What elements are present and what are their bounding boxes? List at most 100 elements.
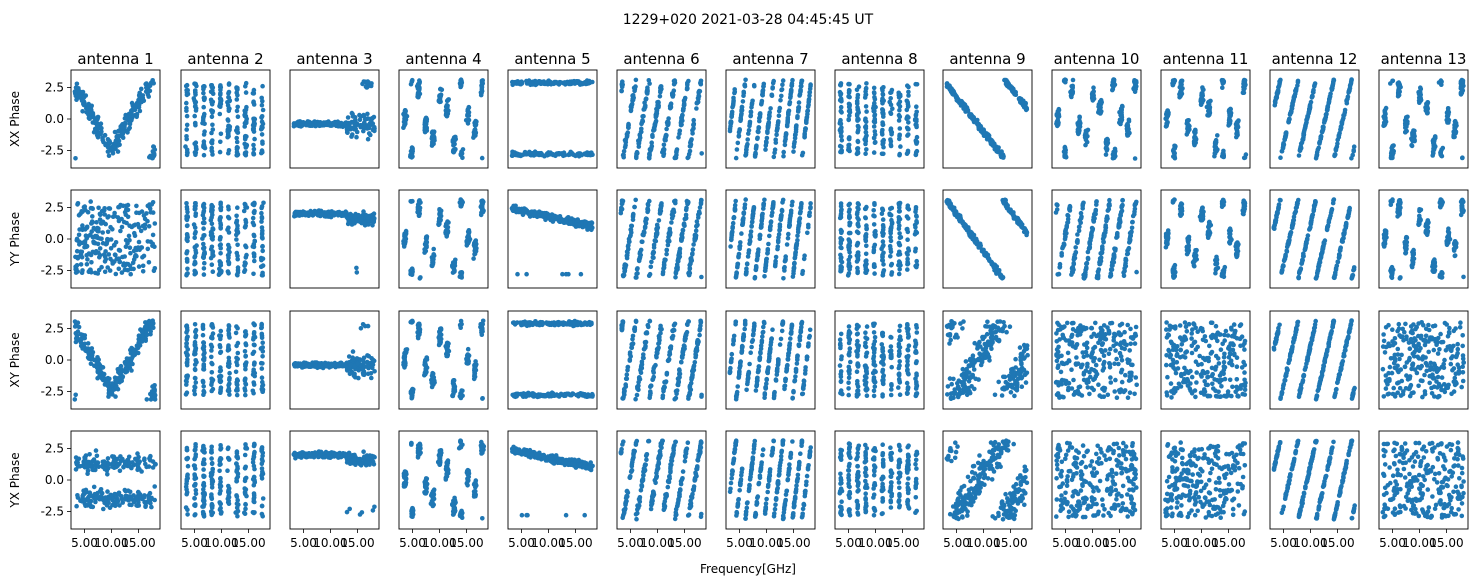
data-point [1293,88,1298,94]
data-point [912,118,918,123]
data-point [512,80,517,85]
data-point [201,104,206,110]
data-point [1185,129,1191,135]
data-point [739,104,745,110]
data-point [88,252,94,258]
data-point [558,80,563,85]
data-point [1273,96,1279,102]
data-point [108,224,113,230]
data-point [1321,124,1326,130]
data-point [896,112,902,118]
data-point [697,205,703,210]
data-point [95,225,100,231]
data-point [1164,121,1170,126]
data-point [323,210,329,215]
scatter-series [184,200,266,278]
data-point [301,210,307,216]
data-point [73,93,79,99]
data-point [458,82,464,88]
data-point [1323,112,1329,117]
data-point [1240,90,1246,96]
data-point [1460,88,1466,93]
data-point [471,135,476,140]
data-point [99,125,104,131]
data-point [225,118,231,123]
data-point [1395,93,1401,99]
data-point [76,213,82,218]
data-point [1403,130,1408,135]
data-point [568,220,573,225]
data-point [1076,128,1081,134]
data-point [906,120,911,125]
data-point [1322,117,1328,122]
data-point [1077,115,1082,120]
data-point [145,246,151,252]
data-point [84,110,89,115]
data-point [1172,151,1177,156]
scatter-series [183,80,266,158]
data-point [664,247,670,253]
subplot-r2-c5 [507,189,598,289]
data-point [120,254,125,260]
data-point [218,131,224,137]
data-point [93,118,98,123]
data-point [656,218,662,223]
data-point [968,114,973,119]
data-point [259,102,265,108]
data-point [226,123,231,129]
data-point [443,112,449,118]
data-point [145,92,151,97]
data-point [640,114,645,119]
data-point [354,129,360,135]
data-point [1134,80,1139,86]
data-point [734,147,740,152]
data-point [897,126,903,131]
data-point [672,78,678,83]
data-point [192,253,198,259]
data-point [192,204,198,209]
data-point [1381,114,1386,119]
data-point [766,122,771,128]
data-point [995,145,1000,151]
data-point [694,100,700,106]
data-point [81,94,87,100]
data-point [209,108,214,113]
data-point [944,81,950,87]
data-point [1241,155,1247,161]
data-point [217,149,223,155]
data-point [1185,122,1191,128]
data-point [361,209,366,214]
data-point [350,132,355,137]
data-point [534,79,540,85]
data-point [583,152,589,157]
data-point [561,150,567,155]
data-point [243,90,249,95]
data-point [767,110,772,115]
data-point [479,86,485,92]
data-point [200,236,205,241]
data-point [352,221,357,226]
data-point [620,153,626,158]
data-point [872,129,878,134]
data-point [650,132,655,138]
data-point [1318,136,1323,142]
scatter-series [1054,77,1139,161]
data-point [1312,84,1317,89]
data-point [209,130,214,136]
data-point [259,264,265,269]
data-point [361,128,366,134]
data-point [184,251,189,256]
data-point [89,221,94,226]
y-tick-label: 2.5 [45,81,64,95]
data-point [226,255,231,261]
data-point [657,94,663,99]
data-point [1390,78,1395,84]
data-point [437,207,443,213]
data-point [184,100,189,106]
data-point [881,140,886,146]
data-point [465,233,471,239]
data-point [218,200,223,206]
data-point [694,219,700,224]
data-point [555,214,560,220]
data-point [202,144,207,149]
